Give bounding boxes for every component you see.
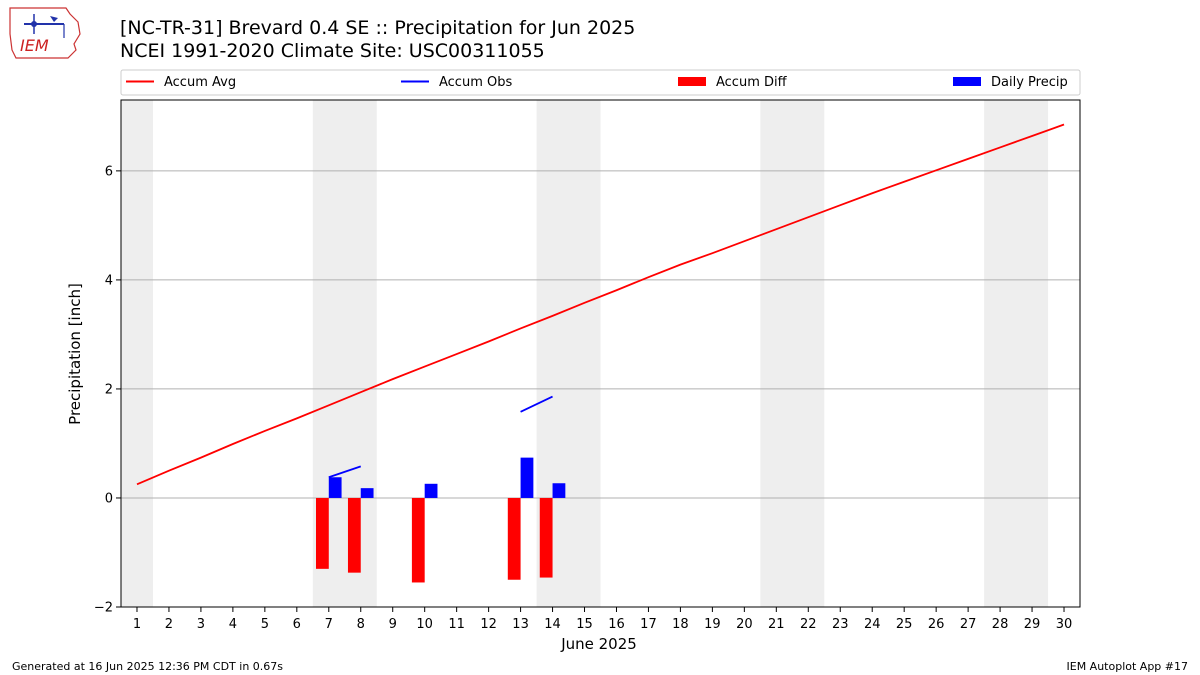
x-tick-label: 13 (512, 617, 529, 632)
legend-box (120, 69, 1081, 96)
accum-obs-line (328, 465, 362, 479)
x-tick-label: 21 (768, 617, 785, 632)
accum-diff-bar (347, 497, 361, 573)
x-tick-label: 17 (640, 617, 657, 632)
daily-precip-bar (552, 483, 566, 498)
x-tick-label: 6 (293, 617, 301, 632)
accum-diff-bar (507, 497, 521, 580)
weekend-band (760, 100, 825, 607)
x-tick-label: 18 (672, 617, 689, 632)
plot-frame (120, 99, 1081, 608)
x-tick-label: 22 (800, 617, 817, 632)
weekend-band (984, 100, 1049, 607)
app-label: IEM Autoplot App #17 (1066, 660, 1189, 673)
x-tick-label: 8 (357, 617, 365, 632)
daily-precip-bar (360, 488, 374, 498)
legend-label: Accum Avg (164, 75, 236, 90)
accum-obs-line (520, 395, 553, 413)
legend-label: Accum Obs (439, 75, 512, 90)
y-tick-label: 6 (105, 164, 113, 179)
legend-label: Accum Diff (716, 75, 788, 90)
x-tick-label: 14 (544, 617, 561, 632)
x-tick-label: 7 (325, 617, 333, 632)
chart-subtitle: NCEI 1991-2020 Climate Site: USC00311055 (120, 40, 545, 62)
x-tick-label: 26 (928, 617, 945, 632)
generated-timestamp: Generated at 16 Jun 2025 12:36 PM CDT in… (12, 660, 284, 673)
accum-diff-bar (315, 497, 329, 569)
x-tick-label: 19 (704, 617, 721, 632)
x-tick-label: 10 (416, 617, 433, 632)
iem-logo: IEM (9, 7, 81, 59)
logo-text: IEM (20, 36, 49, 55)
daily-precip-bar (328, 477, 342, 498)
x-tick-label: 25 (896, 617, 913, 632)
y-axis-label: Precipitation [inch] (66, 283, 84, 425)
legend-swatch (678, 77, 706, 86)
x-tick-label: 9 (389, 617, 397, 632)
legend-swatch (953, 77, 981, 86)
legend: Accum Avg Accum Obs Accum Diff Daily Precip (120, 69, 1081, 96)
x-tick-label: 5 (261, 617, 269, 632)
x-tick-label: 30 (1056, 617, 1073, 632)
x-tick-label: 2 (165, 617, 173, 632)
x-tick-label: 4 (229, 617, 237, 632)
daily-precip-bar (424, 483, 438, 498)
daily-precip-bar (520, 457, 534, 498)
x-tick-label: 20 (736, 617, 753, 632)
x-tick-label: 15 (576, 617, 593, 632)
x-tick-label: 3 (197, 617, 205, 632)
x-tick-label: 1 (133, 617, 141, 632)
accum-avg-line (136, 123, 1065, 486)
x-tick-label: 24 (864, 617, 881, 632)
x-tick-label: 11 (448, 617, 465, 632)
x-tick-label: 28 (992, 617, 1009, 632)
x-tick-label: 16 (608, 617, 625, 632)
legend-label: Daily Precip (991, 75, 1068, 90)
y-tick-label: 0 (105, 491, 113, 506)
y-tick-label: −2 (94, 601, 113, 616)
y-tick-label: 4 (105, 273, 113, 288)
iowa-state-outline (9, 7, 81, 59)
accum-diff-bar (411, 497, 425, 583)
x-tick-label: 29 (1024, 617, 1041, 632)
x-tick-label: 12 (480, 617, 497, 632)
accum-diff-bar (539, 497, 553, 578)
x-tick-label: 23 (832, 617, 849, 632)
y-tick-label: 2 (105, 382, 113, 397)
x-tick-label: 27 (960, 617, 977, 632)
weekend-band (121, 100, 153, 607)
chart-title: [NC-TR-31] Brevard 0.4 SE :: Precipitati… (120, 17, 636, 39)
x-axis-label: June 2025 (560, 635, 637, 653)
